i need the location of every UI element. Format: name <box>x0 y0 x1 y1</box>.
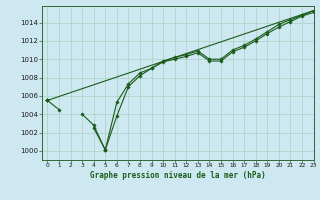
X-axis label: Graphe pression niveau de la mer (hPa): Graphe pression niveau de la mer (hPa) <box>90 171 266 180</box>
